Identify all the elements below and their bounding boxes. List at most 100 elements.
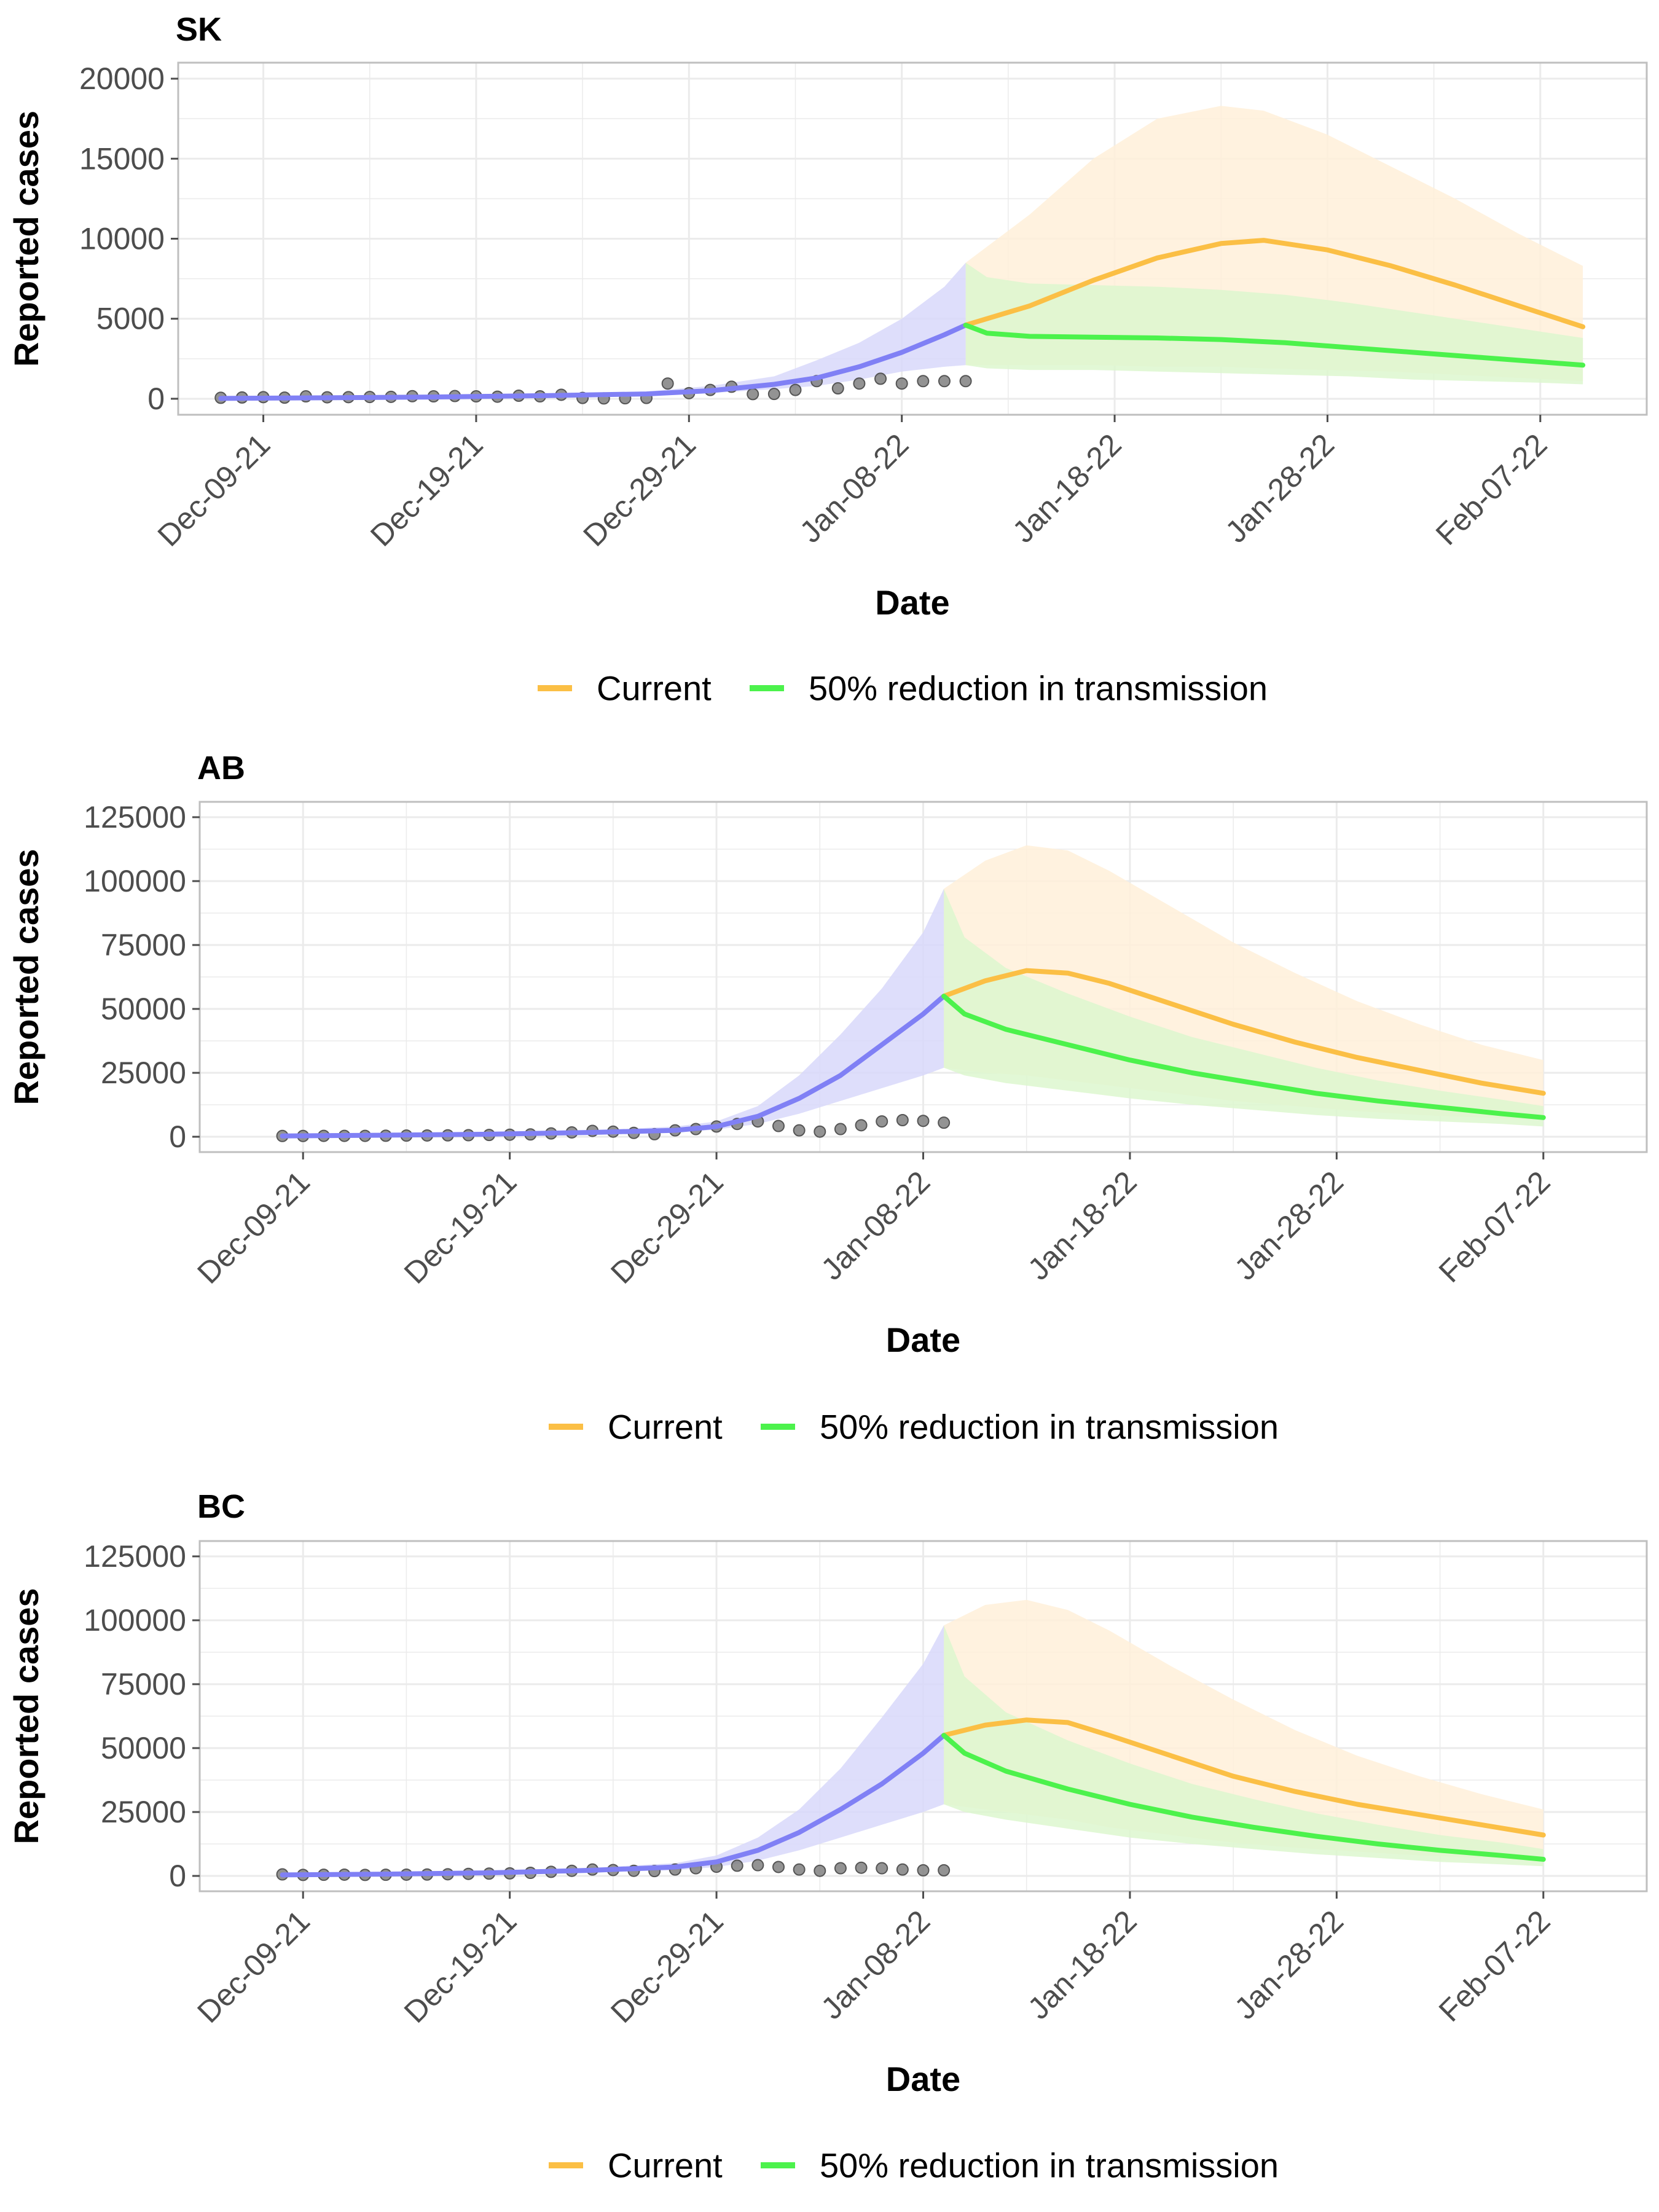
observed-point <box>814 1864 826 1877</box>
chart-panel-ab: 0 25000 50000 75000 100000 125000 Dec-09-21 Dec… <box>7 750 1648 1446</box>
y-tick-label: 25000 <box>101 1056 186 1090</box>
x-tick-label: Dec-29-21 <box>604 1904 730 2030</box>
y-tick-label: 125000 <box>84 1539 186 1574</box>
observed-point <box>789 383 802 396</box>
observed-point <box>938 1116 951 1129</box>
current-line <box>941 968 1546 1096</box>
x-tick-label: Dec-19-21 <box>398 1164 524 1290</box>
fitted-line <box>218 323 968 401</box>
x-tick-label: Dec-09-21 <box>151 427 277 553</box>
x-tick-label: Dec-19-21 <box>364 427 490 553</box>
panel-title: BC <box>197 1488 245 1525</box>
y-axis-title: Reported cases <box>7 849 45 1105</box>
legend-reduction-label: 50% reduction in transmission <box>820 2146 1279 2185</box>
legend-reduction-label: 50% reduction in transmission <box>820 1408 1279 1446</box>
x-tick-label: Jan-28-22 <box>1218 427 1341 549</box>
observed-point <box>747 388 759 401</box>
legend: Current 50% reduction in transmission <box>549 1408 1279 1446</box>
x-tick-label: Dec-19-21 <box>398 1904 524 2030</box>
observed-point <box>896 1863 909 1876</box>
fitted-line <box>280 994 947 1139</box>
legend: Current 50% reduction in transmission <box>538 669 1268 708</box>
chart-panel-sk: 0 5000 10000 15000 20000 Dec-09-21 Dec-19-21 De… <box>7 11 1648 708</box>
y-axis-title: Reported cases <box>7 1588 45 1844</box>
y-axis-title: Reported cases <box>7 111 45 367</box>
x-tick-label: Jan-18-22 <box>1021 1904 1143 2026</box>
current-line <box>963 238 1586 329</box>
observed-point <box>959 375 972 388</box>
y-tick-label: 0 <box>169 1120 186 1154</box>
x-tick-label: Feb-07-22 <box>1432 1904 1557 2028</box>
x-tick-label: Feb-07-22 <box>1432 1164 1557 1289</box>
observed-point <box>855 1861 868 1874</box>
observed-point <box>661 377 674 390</box>
panel-title: AB <box>197 750 245 786</box>
x-tick-label: Jan-28-22 <box>1228 1164 1350 1287</box>
x-tick-label: Jan-08-22 <box>814 1164 936 1287</box>
reduction-line <box>941 1733 1546 1862</box>
x-axis-title: Date <box>875 583 949 622</box>
fitted-line <box>280 1733 947 1878</box>
x-tick-label: Jan-08-22 <box>793 427 916 549</box>
observed-point <box>793 1124 806 1137</box>
y-tick-label: 50000 <box>101 992 186 1026</box>
x-tick-label: Jan-28-22 <box>1228 1904 1350 2026</box>
observed-point <box>896 1113 909 1126</box>
y-tick-label: 75000 <box>101 1667 186 1701</box>
observed-point <box>731 1859 743 1872</box>
observed-point <box>895 377 908 390</box>
observed-point <box>917 375 930 388</box>
observed-point <box>831 382 844 395</box>
x-axis-title: Date <box>886 1320 960 1359</box>
observed-point <box>772 1120 785 1132</box>
y-tick-label: 125000 <box>84 800 186 834</box>
reduction-line <box>963 323 1586 368</box>
reduction-ribbon <box>944 1625 1543 1867</box>
x-axis-title: Date <box>886 2060 960 2098</box>
observed-point <box>767 388 780 401</box>
x-tick-label: Jan-08-22 <box>814 1904 936 2026</box>
legend: Current 50% reduction in transmission <box>549 2146 1279 2185</box>
y-tick-label: 5000 <box>96 302 165 336</box>
y-tick-label: 15000 <box>79 141 165 176</box>
y-tick-label: 25000 <box>101 1795 186 1829</box>
current-line <box>941 1717 1546 1838</box>
x-tick-label: Jan-18-22 <box>1021 1164 1143 1287</box>
observed-point <box>876 1862 888 1875</box>
observed-point <box>834 1862 847 1875</box>
y-tick-label: 100000 <box>84 1603 186 1637</box>
y-tick-label: 50000 <box>101 1731 186 1765</box>
x-tick-label: Dec-09-21 <box>190 1164 316 1290</box>
legend-reduction-label: 50% reduction in transmission <box>809 669 1268 708</box>
chart-panel-bc: 0 25000 50000 75000 100000 125000 Dec-09-21 Dec… <box>7 1488 1648 2185</box>
observed-point <box>772 1861 785 1873</box>
observed-point <box>751 1859 764 1872</box>
observed-point <box>834 1123 847 1135</box>
observed-point <box>793 1863 806 1876</box>
observed-point <box>855 1119 868 1132</box>
y-tick-label: 0 <box>147 382 165 416</box>
y-tick-label: 100000 <box>84 864 186 898</box>
x-tick-label: Dec-29-21 <box>576 427 702 553</box>
y-tick-label: 20000 <box>79 61 165 96</box>
legend-current-label: Current <box>608 2146 723 2185</box>
x-tick-label: Dec-09-21 <box>190 1904 316 2030</box>
y-tick-label: 10000 <box>79 222 165 256</box>
observed-point <box>874 372 887 385</box>
y-tick-label: 75000 <box>101 928 186 962</box>
x-tick-label: Jan-18-22 <box>1006 427 1128 549</box>
x-tick-label: Feb-07-22 <box>1429 427 1554 552</box>
reduction-line <box>941 994 1546 1120</box>
legend-current-label: Current <box>608 1408 723 1446</box>
observed-point <box>853 377 866 390</box>
x-tick-label: Dec-29-21 <box>604 1164 730 1290</box>
observed-point <box>876 1115 888 1128</box>
observed-point <box>917 1864 930 1877</box>
y-tick-label: 0 <box>169 1859 186 1893</box>
observed-point <box>938 1864 951 1877</box>
reduction-ribbon <box>944 888 1543 1127</box>
legend-current-label: Current <box>597 669 712 708</box>
panel-title: SK <box>176 11 222 48</box>
observed-point <box>938 375 951 388</box>
